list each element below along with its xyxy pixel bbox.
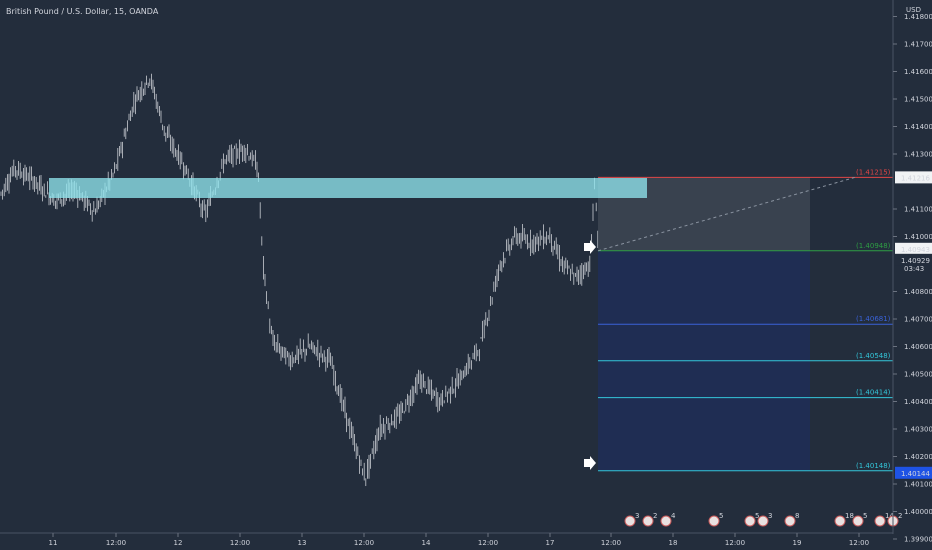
- projection-line: [597, 176, 856, 252]
- event-count: 3: [635, 512, 639, 520]
- event-count: 2: [653, 512, 657, 520]
- time-tick-label: 14: [422, 539, 431, 547]
- price-badge-top-text: 1.41216: [901, 174, 930, 182]
- level-label: (1.40548): [856, 352, 891, 360]
- economic-event-icon[interactable]: [874, 515, 886, 527]
- price-tick-label: 1.41100: [904, 206, 932, 214]
- price-tick-label: 1.40400: [904, 398, 932, 406]
- time-tick-label: 12:00: [601, 539, 621, 547]
- event-count: 18: [845, 512, 854, 520]
- time-tick-label: 18: [669, 539, 678, 547]
- price-axis[interactable]: 1.41800 1.41700 1.41600 1.41500 1.41400 1.413…: [893, 13, 932, 544]
- price-badge-last: [895, 253, 932, 266]
- price-tick-label: 1.41500: [904, 96, 932, 104]
- price-badge-last-text: 1.40929: [901, 257, 930, 265]
- price-tick-label: 1.40500: [904, 371, 932, 379]
- countdown-label: 03:43: [904, 265, 924, 273]
- economic-event-icon[interactable]: [744, 515, 756, 527]
- economic-event-icon[interactable]: [660, 515, 672, 527]
- time-axis[interactable]: 11 12:00 12 12:00 13 12:00 14 12:00 17 12:00 18 12:…: [49, 533, 870, 547]
- price-tick-label: 1.39900: [904, 536, 932, 544]
- economic-event-icon[interactable]: [784, 515, 796, 527]
- time-tick-label: 11: [49, 539, 58, 547]
- level-label: (1.40948): [856, 242, 891, 250]
- time-tick-label: 19: [793, 539, 802, 547]
- event-count: 3: [768, 512, 772, 520]
- price-tick-label: 1.41400: [904, 123, 932, 131]
- time-tick-label: 12:00: [354, 539, 374, 547]
- price-tick-label: 1.41800: [904, 13, 932, 21]
- price-tick-label: 1.40100: [904, 481, 932, 489]
- economic-event-icon[interactable]: [642, 515, 654, 527]
- time-tick-label: 12:00: [849, 539, 869, 547]
- economic-event-icon[interactable]: [834, 515, 846, 527]
- time-tick-label: 13: [298, 539, 307, 547]
- event-count: 5: [863, 512, 867, 520]
- time-tick-label: 12:00: [106, 539, 126, 547]
- event-count: 14: [885, 512, 894, 520]
- level-label: (1.40414): [856, 389, 891, 397]
- currency-label: USD: [906, 6, 921, 14]
- event-count: 4: [671, 512, 676, 520]
- economic-event-icon[interactable]: [624, 515, 636, 527]
- time-tick-label: 12:00: [230, 539, 250, 547]
- price-badge-current: [895, 242, 932, 255]
- chart-title: British Pound / U.S. Dollar, 15, OANDA: [6, 7, 159, 16]
- price-tick-label: 1.40000: [904, 508, 932, 516]
- price-tick-label: 1.41600: [904, 68, 932, 76]
- event-count: 5: [719, 512, 723, 520]
- level-label: (1.41215): [856, 168, 891, 176]
- price-tick-label: 1.41700: [904, 41, 932, 49]
- price-tick-label: 1.40200: [904, 453, 932, 461]
- economic-event-icon[interactable]: [757, 515, 769, 527]
- time-tick-label: 12:00: [478, 539, 498, 547]
- price-tick-label: 1.40300: [904, 426, 932, 434]
- price-tick-label: 1.41000: [904, 233, 932, 241]
- level-label: (1.40681): [856, 315, 891, 323]
- price-tick-label: 1.40600: [904, 343, 932, 351]
- price-badge-bottom-text: 1.40144: [901, 470, 930, 478]
- entry-arrow-icon[interactable]: [584, 240, 596, 254]
- price-tick-label: 1.41300: [904, 151, 932, 159]
- price-badge-top: [895, 171, 932, 184]
- price-tick-label: 1.40700: [904, 316, 932, 324]
- resistance-zone[interactable]: [49, 178, 647, 198]
- economic-event-icon[interactable]: [708, 515, 720, 527]
- level-label: (1.40148): [856, 462, 891, 470]
- economic-event-icon[interactable]: [852, 515, 864, 527]
- price-tick-label: 1.40800: [904, 288, 932, 296]
- event-count: 8: [795, 512, 799, 520]
- time-tick-label: 12:00: [725, 539, 745, 547]
- event-count: 2: [898, 512, 902, 520]
- time-tick-label: 17: [546, 539, 555, 547]
- price-badge-bottom: [895, 466, 932, 479]
- event-count: 5: [755, 512, 759, 520]
- target-arrow-icon[interactable]: [584, 456, 596, 470]
- time-tick-label: 12: [174, 539, 183, 547]
- price-badge-current-text: 1.40943: [901, 246, 930, 254]
